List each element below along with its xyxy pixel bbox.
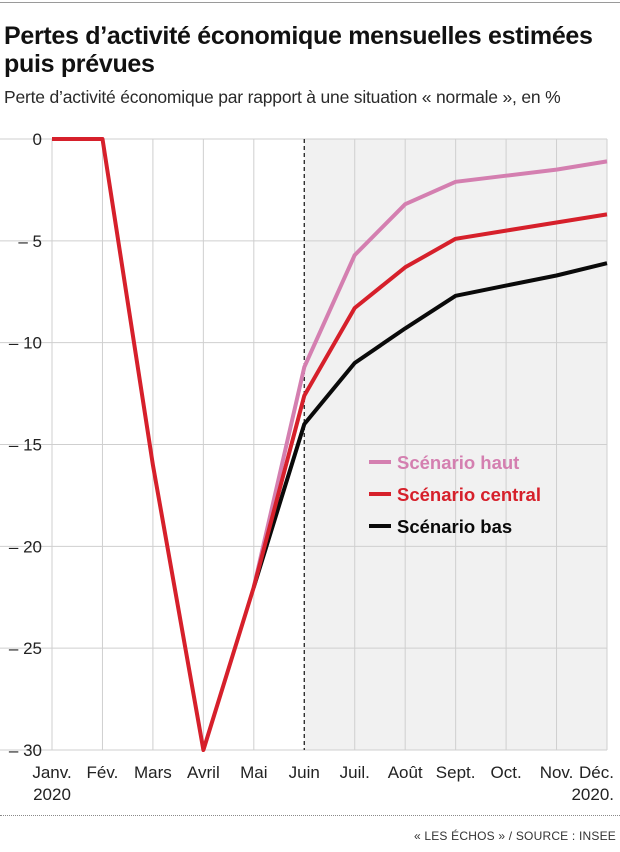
x-tick-label: Août — [388, 763, 423, 782]
chart-title: Pertes d’activité économique mensuelles … — [4, 22, 593, 78]
y-tick-label: 0 — [33, 130, 42, 149]
y-tick-label: – 10 — [9, 334, 42, 353]
x-tick-label: Mai — [240, 763, 267, 782]
x-tick-label: Juin — [289, 763, 320, 782]
series-line-scenario-bas — [251, 261, 608, 588]
chart-subtitle: Perte d’activité économique par rapport … — [4, 87, 561, 107]
x-tick-label: Déc. — [579, 763, 614, 782]
legend-label: Scénario bas — [397, 516, 512, 537]
line-chart: 0 – 5 – 10 – 15 – 20 – 25 – 30 Janv. 2020 Fév. Mar… — [0, 130, 614, 804]
y-tick-label: – 20 — [9, 537, 42, 556]
series-line-scenario-haut — [251, 159, 608, 588]
footer-rule — [0, 815, 620, 816]
x-tick-label: Sept. — [436, 763, 476, 782]
y-tick-label: – 30 — [9, 741, 42, 760]
top-rule — [0, 2, 620, 3]
y-tick-label: – 25 — [9, 639, 42, 658]
x-tick-sublabel: 2020. — [571, 785, 614, 804]
x-tick-label: Nov. — [540, 763, 574, 782]
x-tick-label: Janv. — [32, 763, 71, 782]
x-tick-label: Fév. — [87, 763, 119, 782]
y-tick-label: – 5 — [18, 232, 42, 251]
x-tick-label: Oct. — [491, 763, 522, 782]
legend-label: Scénario central — [397, 484, 541, 505]
series-line-scenario-central — [52, 137, 608, 752]
y-tick-label: – 15 — [9, 436, 42, 455]
legend-label: Scénario haut — [397, 452, 519, 473]
x-tick-label: Juil. — [340, 763, 370, 782]
x-tick-label: Avril — [187, 763, 220, 782]
source-credit: « LES ÉCHOS » / SOURCE : INSEE — [413, 829, 616, 843]
x-tick-sublabel: 2020 — [33, 785, 71, 804]
x-tick-label: Mars — [134, 763, 172, 782]
